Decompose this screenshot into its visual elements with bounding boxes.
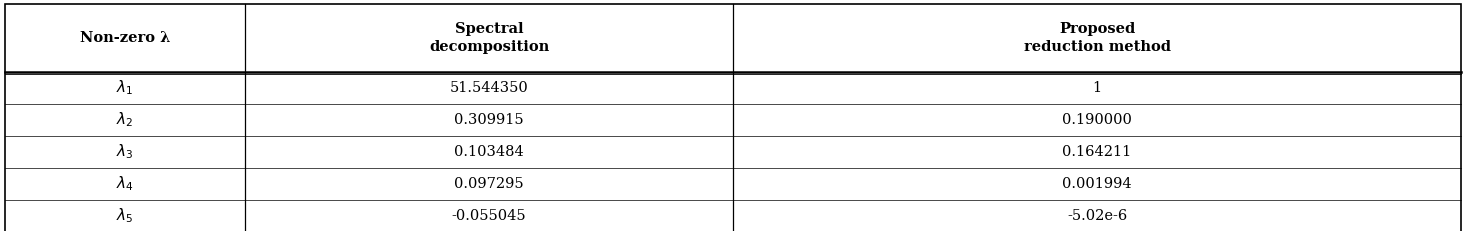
Text: $\lambda_{5}$: $\lambda_{5}$ [116, 207, 133, 225]
Text: -0.055045: -0.055045 [452, 209, 526, 223]
Text: Spectral
decomposition: Spectral decomposition [430, 22, 550, 54]
Text: 0.001994: 0.001994 [1063, 177, 1132, 191]
Text: 0.103484: 0.103484 [454, 145, 523, 159]
Text: 0.164211: 0.164211 [1063, 145, 1132, 159]
Text: $\lambda_{2}$: $\lambda_{2}$ [116, 111, 133, 129]
Text: $\lambda_{1}$: $\lambda_{1}$ [116, 79, 133, 97]
Text: 51.544350: 51.544350 [450, 81, 529, 95]
Text: 0.097295: 0.097295 [454, 177, 523, 191]
Text: 0.309915: 0.309915 [454, 113, 523, 127]
Text: $\lambda_{4}$: $\lambda_{4}$ [116, 175, 133, 193]
Text: Proposed
reduction method: Proposed reduction method [1023, 22, 1170, 54]
Text: -5.02e-6: -5.02e-6 [1067, 209, 1127, 223]
Text: $\lambda_{3}$: $\lambda_{3}$ [116, 143, 133, 161]
Text: 1: 1 [1092, 81, 1101, 95]
Text: Non-zero λ: Non-zero λ [81, 31, 170, 45]
Text: 0.190000: 0.190000 [1061, 113, 1132, 127]
